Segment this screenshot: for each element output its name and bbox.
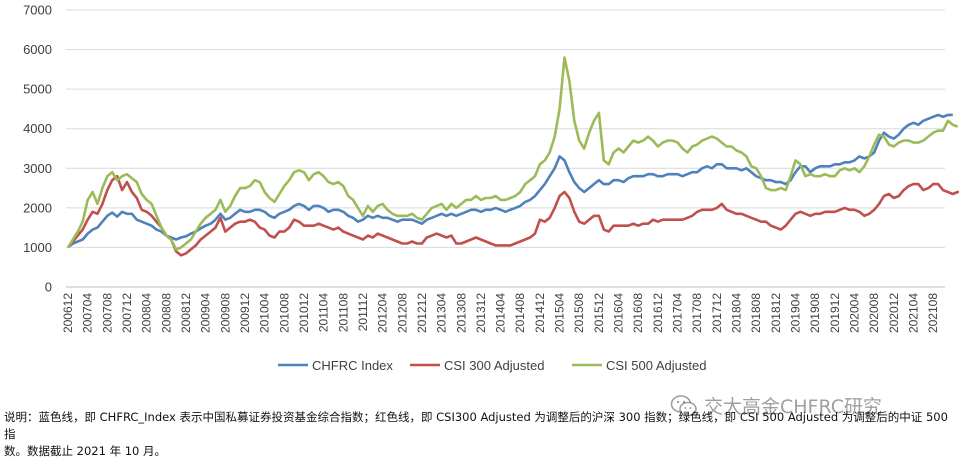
- x-tick-label: 200812: [179, 293, 193, 333]
- legend-label: CSI 300 Adjusted: [444, 358, 544, 373]
- x-tick-label: 201008: [277, 293, 291, 333]
- x-tick-label: 201504: [553, 293, 567, 333]
- x-tick-label: 201012: [297, 293, 311, 333]
- x-tick-label: 201204: [376, 293, 390, 333]
- x-tick-label: 202008: [867, 293, 881, 333]
- x-tick-label: 200912: [238, 293, 252, 333]
- x-tick-label: 201708: [690, 293, 704, 333]
- series-line: [66, 56, 959, 251]
- y-axis: 0 1000 2000 3000 4000 5000 6000 7000: [23, 3, 52, 295]
- x-tick-label: 202012: [887, 293, 901, 333]
- x-tick-label: 200712: [120, 293, 134, 333]
- x-tick-label: 201712: [710, 293, 724, 333]
- y-tick-label: 4000: [23, 121, 52, 136]
- y-tick-label: 6000: [23, 42, 52, 57]
- series-line: [67, 113, 953, 249]
- watermark: 交大高金CHFRC研究: [670, 392, 882, 419]
- x-tick-label: 201512: [592, 293, 606, 333]
- x-tick-label: 202108: [926, 293, 940, 333]
- note-line-1: 说明：蓝色线，即 CHFRC_Index 表示中国私募证券投资基金综合指数；红色…: [4, 410, 948, 441]
- series-lines: [66, 56, 959, 257]
- x-tick-label: 201904: [789, 293, 803, 333]
- x-tick-label: 201812: [769, 293, 783, 333]
- x-tick-label: 201312: [474, 293, 488, 333]
- x-tick-label: 202004: [848, 293, 862, 333]
- y-tick-label: 7000: [23, 3, 52, 18]
- y-tick-label: 0: [45, 280, 52, 295]
- gridlines: [66, 9, 945, 288]
- x-tick-label: 201104: [317, 293, 331, 332]
- x-tick-label: 201208: [395, 293, 409, 333]
- x-tick-label: 200704: [81, 293, 95, 333]
- chart-note: 说明：蓝色线，即 CHFRC_Index 表示中国私募证券投资基金综合指数；红色…: [4, 409, 956, 460]
- x-tick-label: 201608: [631, 293, 645, 333]
- x-tick-label: 200908: [218, 293, 232, 333]
- x-tick-label: 201112: [356, 293, 370, 332]
- y-tick-label: 2000: [23, 200, 52, 215]
- x-tick-label: 201108: [336, 293, 350, 332]
- x-tick-label: 201704: [671, 293, 685, 333]
- x-tick-label: 201804: [730, 293, 744, 333]
- x-tick-label: 201412: [533, 293, 547, 333]
- x-tick-label: 201408: [513, 293, 527, 333]
- x-tick-label: 201212: [415, 293, 429, 333]
- y-tick-label: 5000: [23, 82, 52, 97]
- x-tick-label: 200612: [61, 293, 75, 333]
- x-tick-label: 200804: [140, 293, 154, 333]
- x-tick-label: 201612: [651, 293, 665, 333]
- line-chart: 0 1000 2000 3000 4000 5000 6000 7000 200612 2007…: [23, 3, 959, 373]
- y-tick-label: 3000: [23, 161, 52, 176]
- legend-label: CHFRC Index: [312, 358, 393, 373]
- x-tick-label: 201604: [612, 293, 626, 333]
- x-tick-label: 201404: [494, 293, 508, 333]
- x-tick-label: 201908: [808, 293, 822, 333]
- x-axis: 200612 200704 200708 200712 200804 200808 2008…: [61, 293, 940, 333]
- x-tick-label: 201308: [454, 293, 468, 333]
- legend: CHFRC Index CSI 300 Adjusted CSI 500 Adjus…: [278, 358, 706, 373]
- x-tick-label: 201912: [828, 293, 842, 333]
- x-tick-label: 201304: [435, 293, 449, 333]
- wechat-icon: [670, 394, 697, 416]
- x-tick-label: 201508: [572, 293, 586, 333]
- watermark-text: 交大高金CHFRC研究: [704, 396, 883, 418]
- x-tick-label: 201004: [258, 293, 272, 333]
- y-tick-label: 1000: [23, 240, 52, 255]
- x-tick-label: 200708: [100, 293, 114, 333]
- x-tick-label: 202104: [907, 293, 921, 333]
- x-tick-label: 200904: [199, 293, 213, 333]
- x-tick-label: 200808: [159, 293, 173, 333]
- legend-label: CSI 500 Adjusted: [606, 358, 706, 373]
- x-tick-label: 201808: [749, 293, 763, 333]
- series-line: [66, 174, 959, 257]
